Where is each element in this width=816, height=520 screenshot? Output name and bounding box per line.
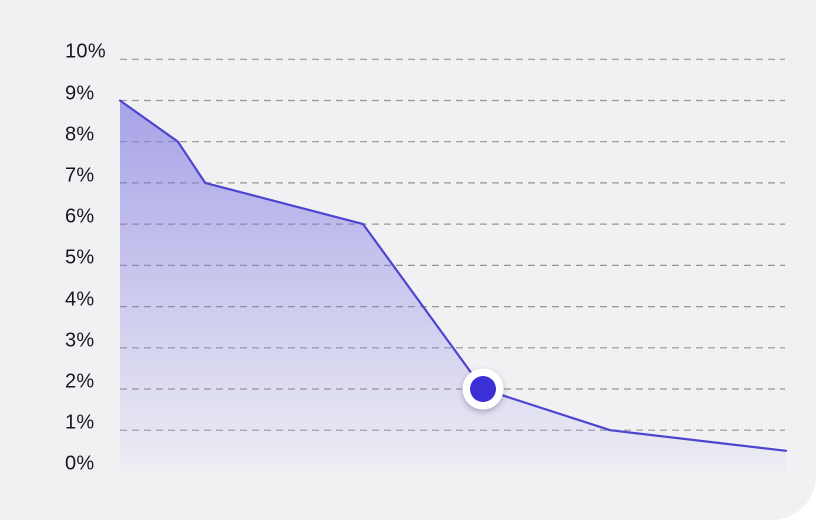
area-fill — [120, 100, 786, 472]
trend-line — [118, 99, 788, 452]
highlight-marker[interactable] — [462, 368, 504, 410]
marker-dot — [470, 376, 496, 402]
